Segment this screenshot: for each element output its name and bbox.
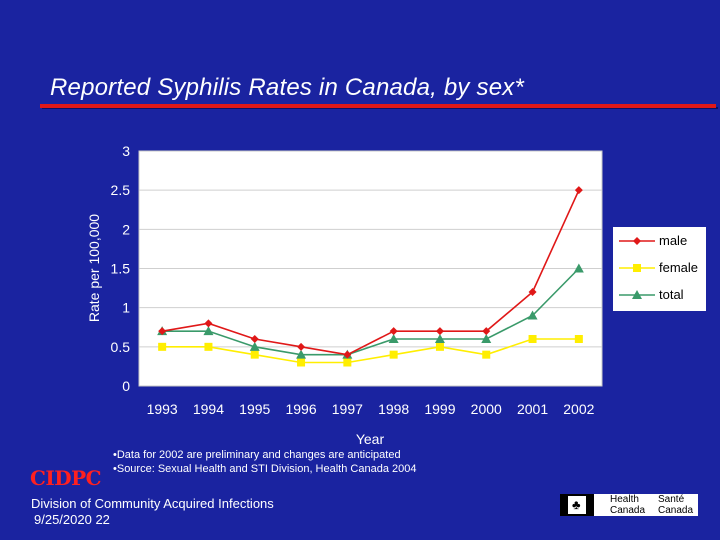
data-point-male [204, 319, 213, 328]
data-point-female [204, 342, 213, 351]
data-point-female [389, 350, 398, 359]
legend-marker-male [619, 237, 655, 245]
slide-date: 9/25/2020 22 [34, 512, 110, 527]
y-tick-label: 2 [122, 221, 130, 237]
canada-flag-icon: ♣ [560, 494, 594, 516]
y-tick-label: 1.5 [111, 261, 131, 277]
title-rule [40, 104, 716, 108]
data-point-male [574, 186, 583, 195]
data-point-total [249, 341, 260, 351]
x-tick-label: 2000 [471, 401, 502, 417]
data-point-male [389, 327, 398, 336]
data-point-female [250, 350, 259, 359]
x-tick-labels: 1993 1994 1995 1996 1997 1998 1999 2000 2001 2002 [147, 401, 595, 417]
y-tick-label: 0.5 [111, 339, 131, 355]
y-axis-label: Rate per 100,000 [86, 214, 102, 322]
y-tick-labels: 0 0.5 1 1.5 2 2.5 3 [111, 143, 131, 394]
data-point-female [574, 335, 583, 343]
data-point-female [528, 335, 537, 343]
series-line-total [162, 267, 580, 356]
x-tick-label: 2002 [563, 401, 594, 417]
division-footer: Division of Community Acquired Infection… [31, 496, 274, 528]
y-tick-label: 0 [122, 378, 130, 394]
title-rule-shadow [42, 107, 718, 109]
legend-item-male: male [613, 231, 706, 251]
data-point-total [481, 334, 492, 343]
x-tick-label: 1998 [378, 401, 409, 417]
health-canada-logo: ♣ Health Canada Santé Canada [560, 494, 698, 516]
data-point-total [573, 263, 584, 273]
data-point-total [203, 326, 214, 336]
footnote-preliminary: •Data for 2002 are preliminary and chang… [113, 449, 401, 461]
footnotes: •Data for 2002 are preliminary and chang… [113, 448, 416, 476]
logo-text-en: Health Canada [610, 494, 646, 516]
legend-item-female: female [613, 258, 706, 278]
data-point-total [527, 310, 538, 320]
data-point-total [388, 334, 399, 343]
x-axis-label: Year [356, 431, 385, 447]
legend-item-total: total [613, 285, 706, 305]
legend-marker-total [619, 290, 655, 299]
data-point-female [482, 350, 491, 359]
data-point-total [434, 334, 445, 343]
slide-title: Reported Syphilis Rates in Canada, by se… [50, 74, 524, 101]
legend-label-female: female [659, 260, 699, 275]
data-point-female [435, 342, 444, 351]
data-point-male [435, 327, 444, 336]
data-point-male [250, 335, 259, 343]
footnote-source: •Source: Sexual Health and STI Division,… [113, 463, 417, 475]
y-tick-label: 1 [122, 300, 130, 316]
data-point-male [528, 288, 537, 296]
x-tick-label: 1993 [147, 401, 178, 417]
data-point-male [343, 350, 352, 359]
chart-legend: male female total [613, 227, 706, 311]
data-point-total [296, 349, 307, 359]
x-tick-label: 2001 [517, 401, 548, 417]
cidpc-logo: CIDPC [30, 466, 102, 490]
data-point-female [343, 358, 352, 367]
legend-marker-female [619, 264, 655, 272]
data-point-female [158, 342, 167, 351]
series-line-male [162, 189, 580, 356]
legend-label-total: total [659, 287, 684, 302]
x-tick-label: 1997 [332, 401, 363, 417]
x-tick-label: 1996 [285, 401, 316, 417]
data-point-male [158, 327, 167, 336]
data-point-female [297, 358, 306, 367]
legend-label-male: male [659, 233, 688, 248]
data-point-male [482, 327, 491, 336]
x-tick-label: 1995 [239, 401, 270, 417]
data-point-male [297, 342, 306, 351]
series-line-female [162, 338, 579, 364]
y-tick-label: 3 [122, 143, 130, 159]
x-tick-label: 1994 [193, 401, 224, 417]
logo-text-fr: Santé Canada [658, 494, 694, 516]
division-name: Division of Community Acquired Infection… [31, 496, 274, 511]
x-tick-label: 1999 [424, 401, 455, 417]
y-tick-label: 2.5 [111, 182, 131, 198]
series-lines [157, 186, 584, 367]
